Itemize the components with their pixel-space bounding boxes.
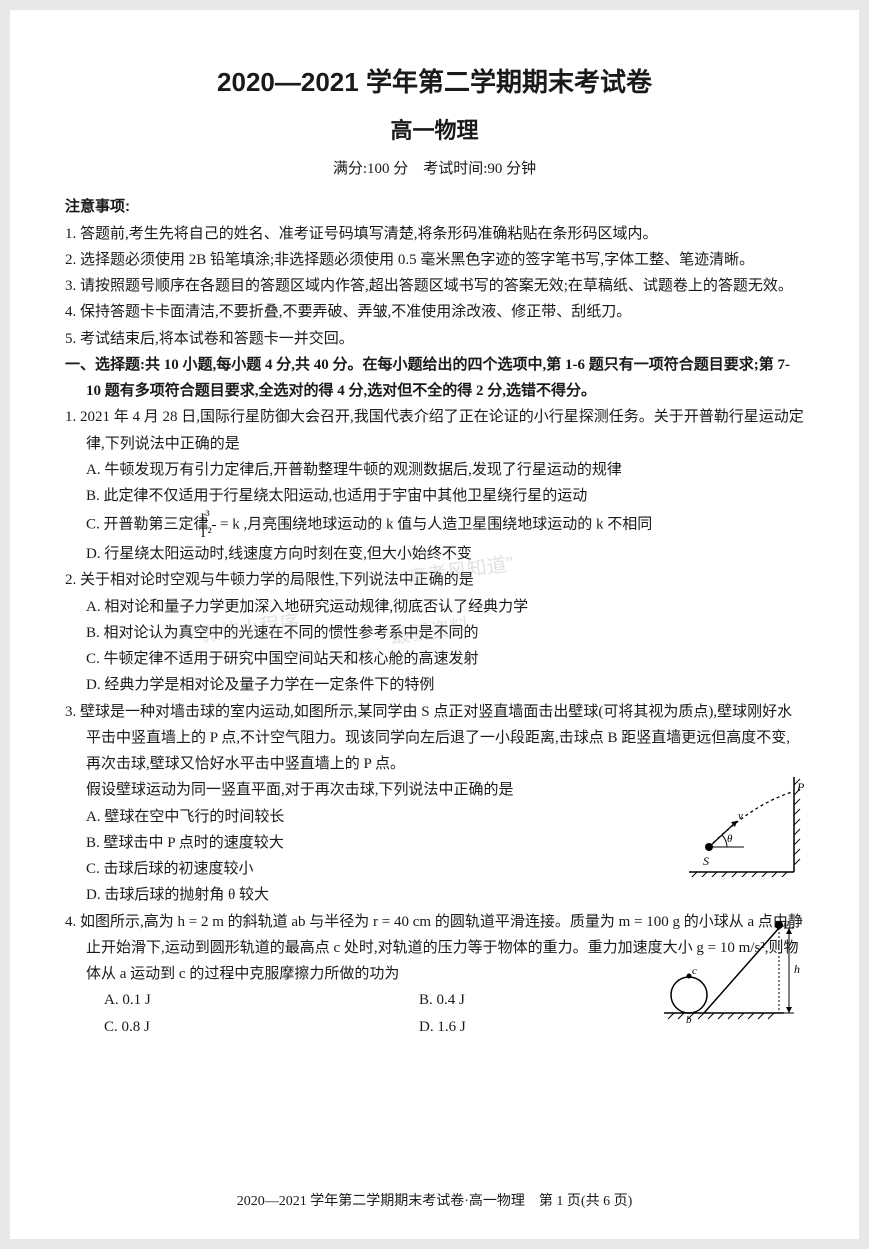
q1-opt-b: B. 此定律不仅适用于行星绕太阳运动,也适用于宇宙中其他卫星绕行星的运动 [65,483,804,509]
instruction-2: 2. 选择题必须使用 2B 铅笔填涂;非选择题必须使用 0.5 毫米黑色字迹的签… [65,247,804,273]
q4-figure: a c b h [664,913,804,1023]
q4-h-label: h [794,962,800,976]
q4-a-label: a [784,917,790,929]
instruction-5: 5. 考试结束后,将本试卷和答题卡一并交回。 [65,326,804,352]
title-sub: 高一物理 [65,112,804,151]
q4-opt-c: C. 0.8 J [104,1014,419,1040]
q2-opt-d: D. 经典力学是相对论及量子力学在一定条件下的特例 [65,672,804,698]
q3-figure: θ v S P [689,777,804,877]
section1-heading: 一、选择题:共 10 小题,每小题 4 分,共 40 分。在每小题给出的四个选项… [65,352,804,405]
instruction-1: 1. 答题前,考生先将自己的姓名、准考证号码填写清楚,将条形码准确粘贴在条形码区… [65,221,804,247]
instructions-heading: 注意事项: [65,194,804,220]
q2-stem: 2. 关于相对论时空观与牛顿力学的局限性,下列说法中正确的是 [65,567,804,593]
title-main: 2020—2021 学年第二学期期末考试卷 [65,60,804,106]
q2-opt-c: C. 牛顿定律不适用于研究中国空间站天和核心舱的高速发射 [65,646,804,672]
q4-container: 4. 如图所示,高为 h = 2 m 的斜轨道 ab 与半径为 r = 40 c… [65,909,804,1040]
q3-v-label: v [738,810,743,822]
page-footer: 2020—2021 学年第二学期期末考试卷·高一物理 第 1 页(共 6 页) [10,1190,859,1215]
title-info: 满分:100 分 考试时间:90 分钟 [65,156,804,182]
q3-stem1: 3. 壁球是一种对墙击球的室内运动,如图所示,某同学由 S 点正对竖直墙面击出壁… [65,699,804,778]
q1-opt-d: D. 行星绕太阳运动时,线速度方向时刻在变,但大小始终不变 [65,541,804,567]
q1-opt-a: A. 牛顿发现万有引力定律后,开普勒整理牛顿的观测数据后,发现了行星运动的规律 [65,457,804,483]
q2-opt-b: B. 相对论认为真空中的光速在不同的惯性参考系中是不同的 [65,620,804,646]
q1-stem: 1. 2021 年 4 月 28 日,国际行星防御大会召开,我国代表介绍了正在论… [65,404,804,457]
q2-opt-a: A. 相对论和量子力学更加深入地研究运动规律,彻底否认了经典力学 [65,594,804,620]
q3-s-label: S [703,854,709,868]
q4-b-label: b [686,1014,692,1023]
q1-c-suffix: = k ,月亮围绕地球运动的 k 值与人造卫星围绕地球运动的 k 不相同 [216,517,652,533]
q1-c-prefix: C. 开普勒第三定律 [86,517,212,533]
q4-opt-a: A. 0.1 J [104,987,419,1013]
q3-opt-d: D. 击球后球的抛射角 θ 较大 [65,882,804,908]
q3-container: 3. 壁球是一种对墙击球的室内运动,如图所示,某同学由 S 点正对竖直墙面击出壁… [65,699,804,909]
instruction-4: 4. 保持答题卡卡面清洁,不要折叠,不要弄破、弄皱,不准使用涂改液、修正带、刮纸… [65,299,804,325]
q4-c-label: c [692,965,697,977]
q3-p-label: P [796,780,804,794]
exam-page: 2020—2021 学年第二学期期末考试卷 高一物理 满分:100 分 考试时间… [10,10,859,1239]
q3-theta-label: θ [727,833,733,845]
instruction-3: 3. 请按照题号顺序在各题目的答题区域内作答,超出答题区域书写的答案无效;在草稿… [65,273,804,299]
q1-opt-c: C. 开普勒第三定律 r³T² = k ,月亮围绕地球运动的 k 值与人造卫星围… [65,509,804,541]
